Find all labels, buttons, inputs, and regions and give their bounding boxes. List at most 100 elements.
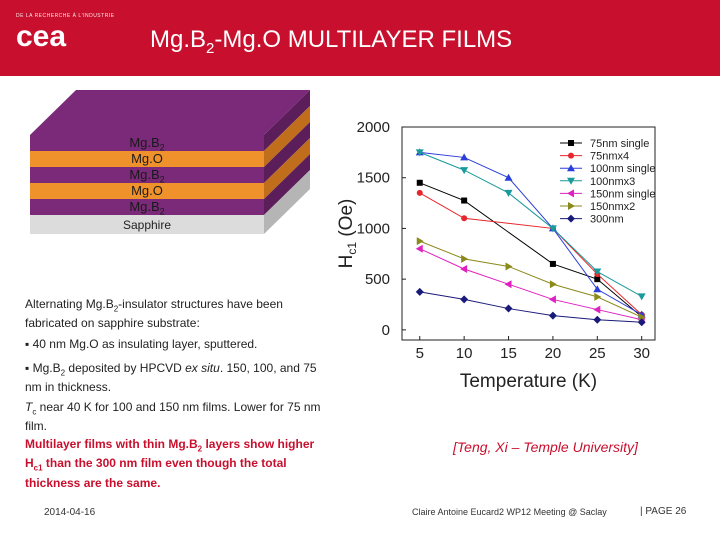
footer-page-number: | PAGE 26 (640, 506, 687, 517)
y-tick-label: 1500 (357, 170, 390, 187)
data-point-s6-5 (594, 292, 602, 301)
series-line-3 (419, 151, 642, 316)
series-line-5 (419, 248, 642, 321)
legend-marker-2 (568, 152, 574, 159)
data-point-s3-2 (460, 153, 469, 161)
legend-marker-5 (567, 189, 574, 198)
x-tick-label: 15 (500, 345, 517, 362)
legend-marker-4 (567, 177, 575, 185)
legend-label-6: 150nmx2 (590, 201, 635, 213)
data-point-s6-3 (505, 262, 513, 271)
legend-label-2: 75nmx4 (590, 151, 629, 163)
data-point-s2-2 (461, 215, 468, 222)
x-tick-label: 10 (456, 345, 473, 362)
footer-date: 2014-04-16 (44, 507, 96, 518)
y-tick-label: 2000 (357, 119, 390, 136)
x-axis-label: Temperature (K) (460, 371, 597, 392)
substrate-label: Sapphire (122, 218, 172, 232)
data-point-s1-4 (594, 276, 601, 283)
data-point-s5-1 (415, 244, 423, 253)
series-line-4 (419, 151, 642, 297)
layer-mgb2-1 (30, 135, 264, 151)
layer-label-1: Mg.B2 (129, 135, 165, 153)
legend-label-1: 75nm single (590, 138, 649, 150)
x-tick-label: 30 (633, 345, 650, 362)
data-point-s4-1 (415, 149, 424, 157)
series-line-7 (419, 291, 642, 323)
data-point-s6-4 (549, 280, 557, 289)
layer-label-4: Mg.O (131, 183, 163, 198)
layer-mgb2-3 (30, 199, 264, 215)
logo-tagline: DE LA RECHERCHE À L'INDUSTRIE (16, 13, 115, 19)
legend-label-5: 150nm single (590, 188, 655, 200)
legend-marker-6 (568, 202, 575, 210)
data-point-s4-3 (504, 189, 513, 197)
data-point-s1-1 (416, 179, 423, 186)
legend-marker-7 (567, 214, 575, 223)
layer-mgo-2 (30, 183, 264, 199)
data-point-s4-5 (593, 268, 602, 276)
data-point-s4-4 (548, 225, 557, 233)
stack-right-face-5 (264, 154, 310, 215)
y-axis-label: Hc1 (Oe) (336, 199, 359, 269)
y-tick-label: 1000 (357, 220, 390, 237)
page-title: Mg.B2-Mg.O MULTILAYER FILMS (150, 26, 513, 57)
data-point-s4-2 (460, 167, 469, 175)
stack-right-face-3 (264, 122, 310, 183)
stack-right-face-2 (264, 106, 310, 167)
bullet-mgo: ▪ 40 nm Mg.O as insulating layer, sputte… (25, 337, 258, 351)
bullet-mgb2: ▪ Mg.B2 deposited by HPCVD ex situ. 150,… (25, 361, 317, 395)
cea-logo-icon: cea (16, 20, 66, 52)
layer-mgo-1 (30, 151, 264, 167)
data-point-s7-1 (415, 287, 424, 296)
layer-label-3: Mg.B2 (129, 167, 165, 185)
header-banner: DE LA RECHERCHE À L'INDUSTRIE cea Mg.B2-… (0, 0, 720, 76)
data-point-s1-3 (549, 260, 556, 267)
layer-label-5: Mg.B2 (129, 199, 165, 217)
data-point-s5-4 (548, 295, 556, 304)
stack-top-face (30, 90, 310, 135)
data-point-s7-6 (637, 318, 646, 327)
data-point-s5-5 (593, 305, 601, 314)
data-point-s7-5 (593, 315, 602, 324)
legend-label-4: 100nmx3 (590, 176, 635, 188)
y-tick-label: 0 (382, 322, 390, 339)
cea-logo-text: cea (16, 20, 66, 52)
data-point-s3-3 (504, 173, 513, 181)
multilayer-stack-diagram (30, 90, 310, 234)
tc-paragraph: Tc near 40 K for 100 and 150 nm films. L… (25, 400, 321, 434)
layer-sapphire (30, 215, 264, 234)
data-point-s5-3 (504, 280, 512, 289)
hc1-vs-temperature-chart: 5 10 15 20 25 30 0 500 1000 1500 2000 Temperature (… (336, 119, 656, 392)
y-tick-label: 500 (365, 271, 390, 288)
data-point-s6-6 (638, 313, 646, 322)
data-point-s4-6 (637, 293, 646, 301)
data-point-s1-2 (461, 197, 468, 204)
footer-meeting: Claire Antoine Eucard2 WP12 Meeting @ Sa… (412, 507, 607, 517)
layer-label-2: Mg.O (131, 151, 163, 166)
data-point-s7-4 (548, 311, 557, 320)
conclusion-paragraph: Multilayer films with thin Mg.B2 layers … (25, 437, 315, 490)
data-point-s7-2 (460, 295, 469, 304)
stack-right-face-1 (264, 90, 310, 151)
data-point-s3-5 (593, 285, 602, 293)
legend-marker-1 (568, 140, 574, 146)
legend-marker-3 (567, 164, 575, 172)
legend-label-3: 100nm single (590, 163, 655, 175)
x-tick-label: 5 (416, 345, 424, 362)
data-point-s6-2 (461, 254, 469, 263)
x-tick-label: 25 (589, 345, 606, 362)
stack-right-face-4 (264, 138, 310, 199)
layer-mgb2-2 (30, 167, 264, 183)
data-point-s2-1 (416, 189, 423, 196)
data-point-s7-3 (504, 304, 513, 313)
x-tick-label: 20 (545, 345, 562, 362)
plot-frame (401, 126, 656, 341)
stack-labels: Mg.B2 Mg.O Mg.B2 Mg.O Mg.B2 Sapphire (30, 90, 264, 250)
data-point-s5-2 (460, 265, 468, 273)
stack-right-face-sapphire (264, 170, 310, 234)
data-point-s6-1 (416, 237, 424, 246)
legend-label-7: 300nm (590, 214, 624, 226)
citation: [Teng, Xi – Temple University] (453, 439, 638, 455)
intro-paragraph: Alternating Mg.B2-insulator structures h… (25, 297, 283, 331)
